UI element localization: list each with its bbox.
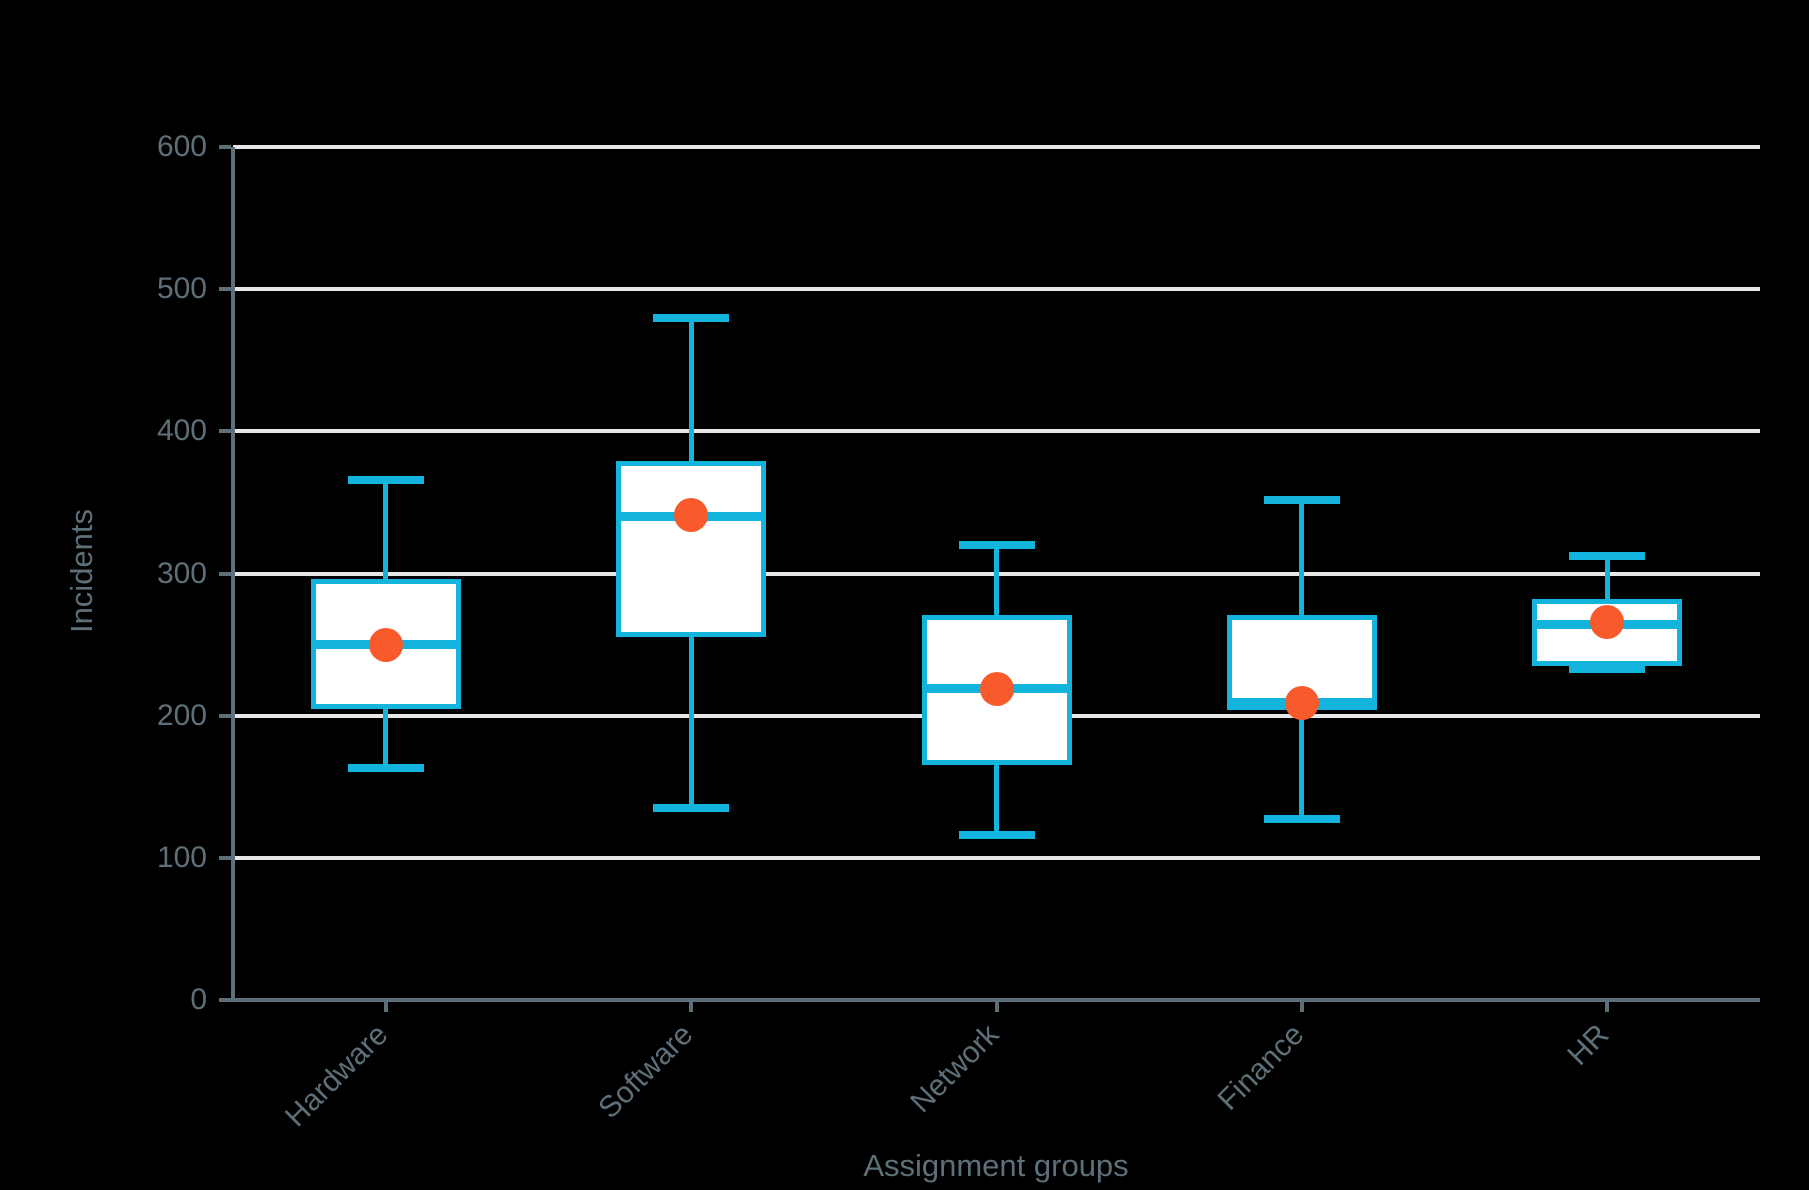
y-tick-label-600: 600 — [156, 130, 207, 163]
x-tick-hardware — [383, 1000, 388, 1012]
whisker-cap-min-network — [958, 831, 1035, 840]
whisker-upper-network — [994, 545, 999, 615]
y-tick-label-0: 0 — [190, 983, 207, 1016]
y-tick-label-500: 500 — [156, 272, 207, 306]
x-tick-finance — [1299, 1000, 1304, 1012]
y-tick-label-300: 300 — [156, 556, 207, 590]
mean-dot-finance — [1284, 685, 1319, 720]
mean-dot-software — [674, 498, 709, 533]
x-tick-label-hardware: Hardware — [278, 1018, 395, 1134]
x-tick-network — [994, 1000, 999, 1012]
y-tick-100 — [219, 855, 231, 860]
whisker-lower-finance — [1299, 709, 1305, 820]
y-axis-line — [231, 147, 235, 1000]
whisker-upper-hardware — [383, 479, 389, 580]
whisker-cap-min-software — [653, 804, 730, 813]
x-tick-label-hr: HR — [1561, 1018, 1616, 1072]
y-tick-300 — [219, 571, 231, 576]
mean-dot-hardware — [368, 627, 403, 662]
whisker-upper-software — [688, 317, 694, 462]
y-tick-label-400: 400 — [156, 414, 207, 448]
gridline-600 — [233, 145, 1760, 149]
y-tick-500 — [219, 287, 231, 292]
x-tick-label-software: Software — [592, 1018, 700, 1126]
box-software — [616, 461, 767, 638]
mean-dot-network — [979, 671, 1014, 706]
mean-dot-hr — [1590, 604, 1625, 639]
gridline-400 — [233, 429, 1760, 434]
gridline-100 — [233, 855, 1760, 860]
whisker-cap-max-finance — [1263, 495, 1340, 504]
whisker-cap-max-hardware — [347, 475, 424, 484]
x-tick-hr — [1605, 1000, 1610, 1012]
y-tick-0 — [219, 998, 231, 1002]
whisker-lower-software — [688, 637, 694, 809]
whisker-cap-min-finance — [1263, 815, 1340, 824]
box-finance — [1226, 614, 1377, 710]
x-axis-title: Assignment groups — [863, 1148, 1129, 1183]
y-tick-label-100: 100 — [156, 840, 207, 874]
whisker-lower-hardware — [383, 708, 389, 769]
whisker-lower-network — [994, 765, 999, 836]
whisker-cap-max-hr — [1569, 552, 1646, 561]
y-tick-600 — [219, 145, 231, 149]
y-axis-title: Incidents — [64, 508, 99, 634]
whisker-upper-hr — [1604, 556, 1610, 600]
y-tick-label-200: 200 — [156, 698, 207, 732]
y-tick-400 — [219, 429, 231, 434]
whisker-cap-min-hr — [1569, 664, 1646, 673]
gridline-500 — [233, 287, 1760, 292]
y-tick-200 — [219, 713, 231, 718]
x-tick-software — [689, 1000, 694, 1012]
whisker-cap-max-software — [653, 313, 730, 322]
whisker-cap-max-network — [958, 541, 1035, 550]
whisker-upper-finance — [1299, 499, 1305, 615]
whisker-cap-min-hardware — [347, 764, 424, 773]
